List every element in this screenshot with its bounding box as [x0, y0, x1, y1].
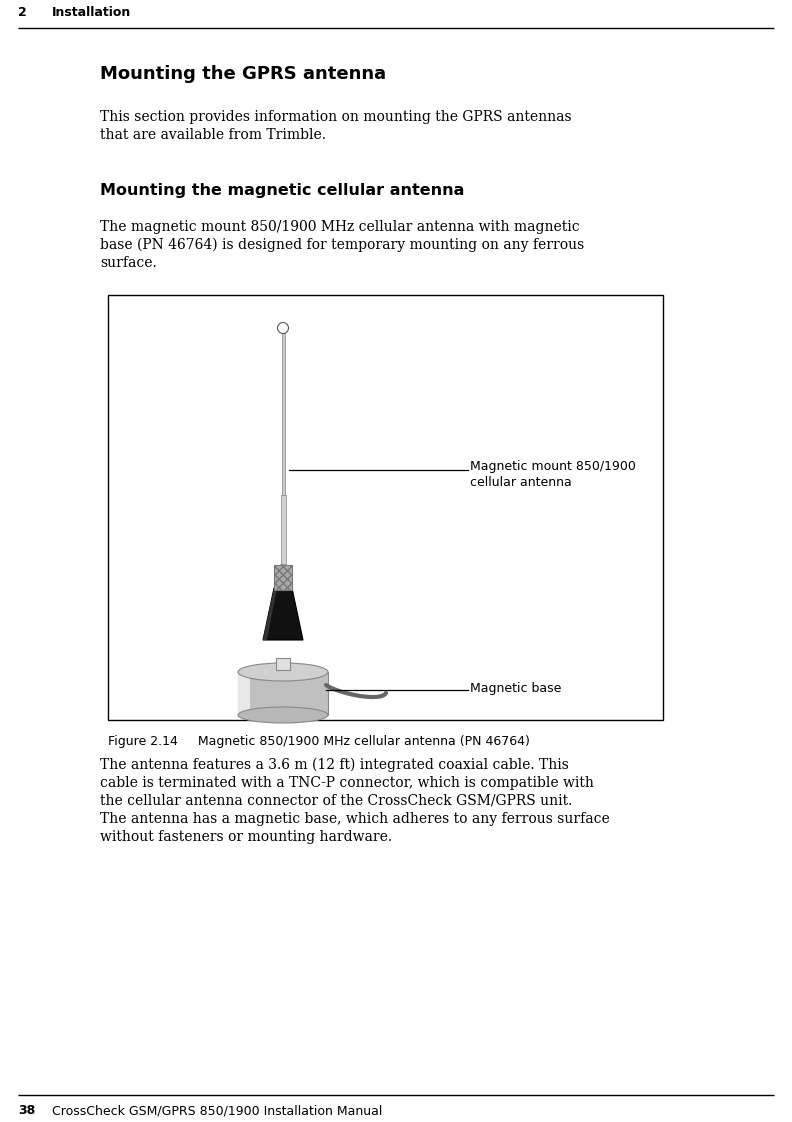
Text: surface.: surface. [100, 256, 157, 270]
Bar [108, 295, 663, 720]
Text: CrossCheck GSM/GPRS 850/1900 Installation Manual: CrossCheck GSM/GPRS 850/1900 Installatio… [52, 1104, 383, 1118]
Text: cellular antenna: cellular antenna [470, 476, 572, 489]
Bar [238, 672, 328, 715]
Text: The magnetic mount 850/1900 MHz cellular antenna with magnetic: The magnetic mount 850/1900 MHz cellular… [100, 220, 580, 234]
Ellipse shape [238, 707, 328, 723]
Bar [280, 495, 285, 565]
Ellipse shape [238, 663, 328, 681]
Text: Magnetic base: Magnetic base [470, 682, 562, 695]
Text: 38: 38 [18, 1104, 36, 1118]
Bar [274, 565, 292, 590]
Circle shape [277, 322, 288, 333]
Bar [281, 333, 284, 495]
Text: base (PN 46764) is designed for temporary mounting on any ferrous: base (PN 46764) is designed for temporar… [100, 238, 584, 252]
Polygon shape [275, 565, 291, 588]
Text: Figure 2.14     Magnetic 850/1900 MHz cellular antenna (PN 46764): Figure 2.14 Magnetic 850/1900 MHz cellul… [108, 735, 530, 748]
Text: Mounting the GPRS antenna: Mounting the GPRS antenna [100, 65, 386, 83]
Text: that are available from Trimble.: that are available from Trimble. [100, 128, 326, 142]
Text: This section provides information on mounting the GPRS antennas: This section provides information on mou… [100, 110, 572, 125]
Polygon shape [263, 588, 303, 640]
Text: 2: 2 [18, 6, 27, 19]
Bar [238, 672, 250, 715]
Text: Magnetic mount 850/1900: Magnetic mount 850/1900 [470, 460, 636, 473]
Polygon shape [263, 588, 277, 640]
Text: The antenna has a magnetic base, which adheres to any ferrous surface: The antenna has a magnetic base, which a… [100, 812, 610, 826]
Text: The antenna features a 3.6 m (12 ft) integrated coaxial cable. This: The antenna features a 3.6 m (12 ft) int… [100, 758, 569, 772]
Text: without fasteners or mounting hardware.: without fasteners or mounting hardware. [100, 830, 392, 844]
Bar [276, 657, 290, 670]
Text: Installation: Installation [52, 6, 131, 19]
Text: Mounting the magnetic cellular antenna: Mounting the magnetic cellular antenna [100, 183, 464, 197]
Text: cable is terminated with a TNC-P connector, which is compatible with: cable is terminated with a TNC-P connect… [100, 776, 594, 790]
Text: the cellular antenna connector of the CrossCheck GSM/GPRS unit.: the cellular antenna connector of the Cr… [100, 794, 573, 808]
